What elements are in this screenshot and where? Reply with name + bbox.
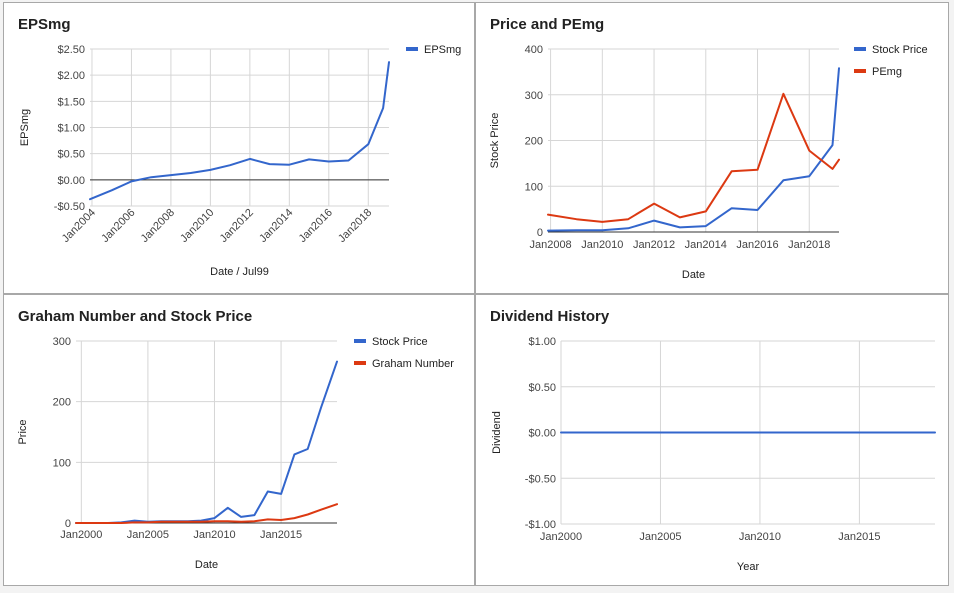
legend-label: Graham Number [372,358,454,370]
price-pemg-chart: Price and PEmg 0 100 200 300 400 Jan2008 Jan201… [489,16,928,281]
y-axis-label: Stock Price [489,113,501,169]
x-axis-label: Date [682,269,705,281]
y-tick-label: 300 [525,90,543,102]
y-tick-label: $1.00 [57,123,85,135]
y-tick-label: $1.00 [528,336,556,348]
legend-label: EPSmg [424,44,461,56]
x-tick-label: Jan2010 [739,531,781,543]
x-tick-label: Jan2018 [788,239,830,251]
x-tick-label: Jan2006 [99,207,137,245]
x-tick-label: Jan2016 [736,239,778,251]
epsmg-chart: EPSmg $2.50 $2.00 $1.50 $1.00 $0.50 $0.00 -$0.5… [18,16,461,278]
legend-swatch [354,361,366,365]
y-tick-label: 100 [525,181,543,193]
x-tick-label: Jan2000 [60,529,102,541]
x-tick-label: Jan2008 [139,207,177,245]
legend-swatch [854,69,866,73]
y-tick-label: $2.00 [57,70,85,82]
legend-swatch [406,47,418,51]
x-tick-label: Jan2005 [639,531,681,543]
chart-title: Graham Number and Stock Price [18,308,252,325]
chart-title: Dividend History [490,308,610,325]
y-axis-label: Dividend [491,411,503,454]
legend-swatch [354,339,366,343]
legend-label: Stock Price [372,336,428,348]
y-tick-label: $1.50 [57,96,85,108]
y-axis-label: EPSmg [19,109,31,146]
x-tick-label: Jan2012 [633,239,675,251]
chart-title: EPSmg [18,16,71,33]
x-tick-label: Jan2005 [127,529,169,541]
x-axis-label: Date / Jul99 [210,266,269,278]
x-tick-label: Jan2000 [540,531,582,543]
series-line-epsmg [89,61,390,201]
dividend-history-chart: Dividend History $1.00 $0.50 $0.00 -$0.50 -$1… [490,308,936,573]
series-line-stock-price [547,67,840,232]
x-tick-label: Jan2016 [297,207,335,245]
y-tick-label: $0.50 [528,382,556,394]
x-axis-label: Year [737,561,760,573]
x-tick-label: Jan2010 [178,207,216,245]
y-tick-label: 0 [65,518,71,530]
series-line-stock-price [75,360,338,524]
x-tick-label: Jan2015 [838,531,880,543]
y-tick-label: -$0.50 [54,201,85,213]
y-tick-label: $0.50 [57,149,85,161]
legend-label: PEmg [872,66,902,78]
dividend-history-chart-panel: Dividend History $1.00 $0.50 $0.00 -$0.50 -$1… [475,294,949,586]
graham-number-chart-panel: Graham Number and Stock Price 0 100 200 300 J… [3,294,475,586]
x-tick-label: Jan2014 [257,207,295,245]
price-pemg-chart-panel: Price and PEmg 0 100 200 300 400 Jan2008 Jan201… [475,2,949,294]
chart-title: Price and PEmg [490,16,604,33]
y-tick-label: 300 [53,336,71,348]
series-line-graham-number [75,503,338,524]
y-tick-label: -$0.50 [525,473,556,485]
x-axis-label: Date [195,559,218,571]
legend-label: Stock Price [872,44,928,56]
x-tick-label: Jan2014 [685,239,727,251]
x-tick-label: Jan2010 [581,239,623,251]
y-tick-label: 0 [537,227,543,239]
graham-number-chart: Graham Number and Stock Price 0 100 200 300 J… [17,308,454,571]
x-tick-label: Jan2010 [193,529,235,541]
x-tick-label: Jan2012 [218,207,256,245]
x-tick-label: Jan2008 [529,239,571,251]
y-axis-label: Price [17,419,29,444]
y-tick-label: 200 [525,136,543,148]
y-tick-label: -$1.00 [525,519,556,531]
x-tick-label: Jan2015 [260,529,302,541]
epsmg-chart-panel: EPSmg $2.50 $2.00 $1.50 $1.00 $0.50 $0.00 -$0.5… [3,2,475,294]
y-tick-label: $0.00 [528,428,556,440]
series-line-pemg [547,92,840,223]
x-tick-label: Jan2018 [336,207,374,245]
y-tick-label: $2.50 [57,44,85,56]
y-tick-label: 400 [525,44,543,56]
y-tick-label: 100 [53,457,71,469]
y-tick-label: 200 [53,397,71,409]
y-tick-label: $0.00 [57,175,85,187]
legend-swatch [854,47,866,51]
